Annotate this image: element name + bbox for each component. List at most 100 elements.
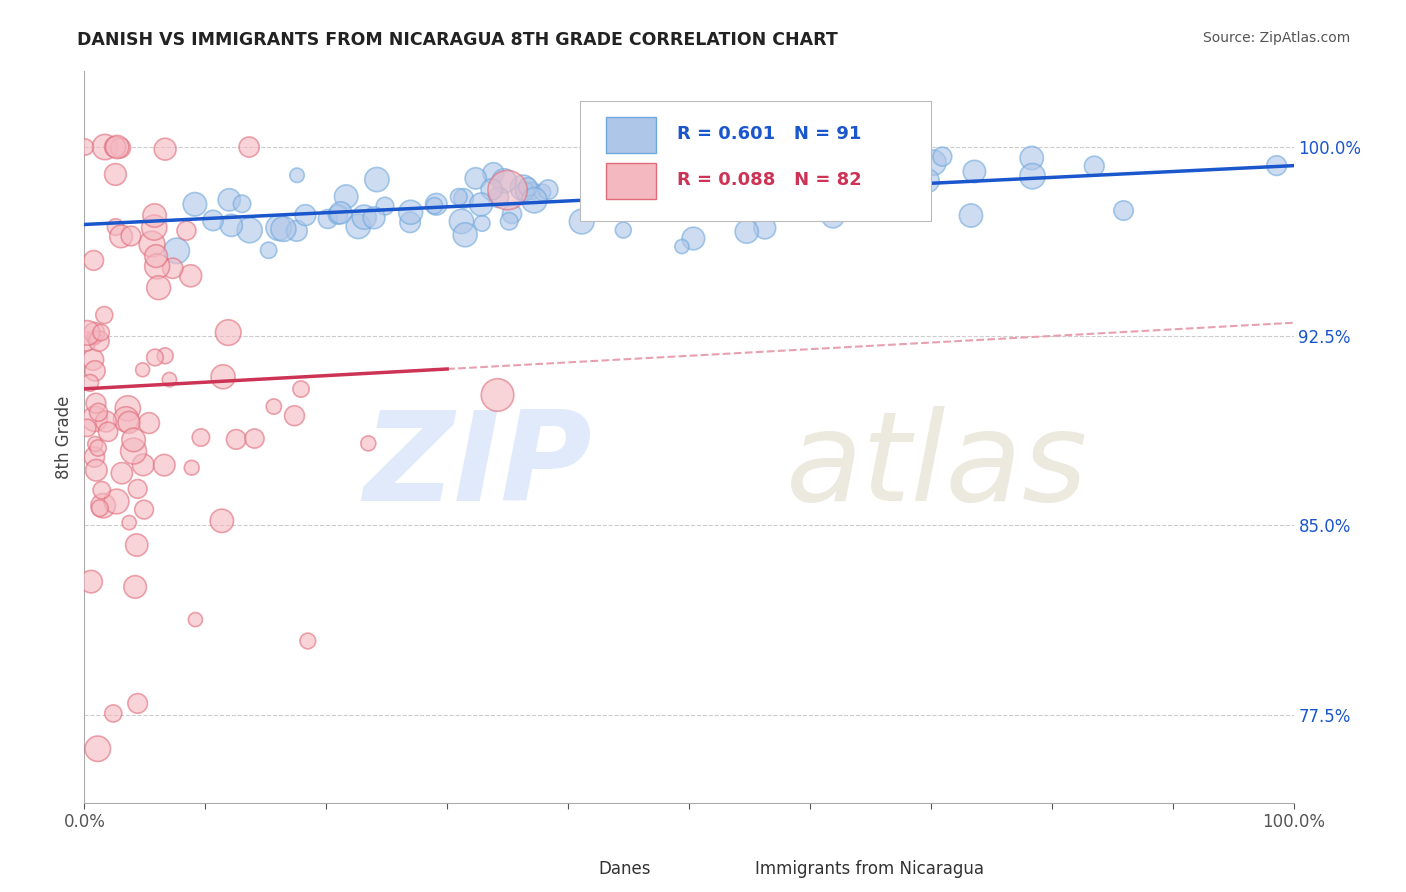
Point [481,182,503,196]
Point [1112,203,1135,218]
Point [153,142,176,156]
Text: DANISH VS IMMIGRANTS FROM NICARAGUA 8TH GRADE CORRELATION CHART: DANISH VS IMMIGRANTS FROM NICARAGUA 8TH … [77,31,838,49]
Point [718,195,741,210]
Point [353,210,375,224]
Point [180,268,202,283]
Point [79,376,101,390]
Point [297,634,319,648]
Point [138,416,160,430]
Point [450,214,472,228]
Point [366,172,388,186]
Point [516,180,538,194]
Point [903,178,925,193]
Point [610,196,633,211]
Point [686,191,709,205]
Point [839,185,862,199]
Point [470,197,492,211]
Point [75,140,97,154]
Point [118,416,141,430]
Point [110,229,132,244]
Point [425,197,447,211]
Point [115,412,138,426]
Point [718,178,741,192]
Point [571,214,593,228]
Point [143,220,166,235]
Point [131,363,153,377]
Point [225,433,247,447]
Point [221,219,243,233]
Point [285,169,308,183]
Point [316,212,339,227]
Point [218,193,240,207]
Point [111,466,134,480]
Y-axis label: 8th Grade: 8th Grade [55,395,73,479]
Point [585,198,607,212]
Point [399,205,422,219]
Point [217,326,239,340]
Point [482,166,505,180]
Point [97,425,120,439]
Point [876,179,898,194]
Text: atlas: atlas [786,406,1088,527]
Point [374,199,396,213]
Point [80,574,103,589]
Point [723,199,745,213]
Point [132,502,155,516]
Point [613,202,636,217]
Point [636,153,658,168]
Text: Danes: Danes [599,860,651,878]
Point [238,140,260,154]
Point [211,514,233,528]
Point [709,186,731,201]
Point [125,538,148,552]
Point [91,499,114,513]
Point [83,253,105,268]
Point [496,183,519,197]
Point [89,501,111,516]
Point [821,210,844,224]
Point [671,239,693,253]
Point [127,697,149,711]
Point [157,373,180,387]
Point [725,170,748,185]
Point [762,193,785,207]
Point [104,168,127,182]
Point [110,141,132,155]
Point [283,409,305,423]
FancyBboxPatch shape [606,163,657,199]
Point [690,161,713,176]
Point [76,334,98,349]
Point [93,308,115,322]
Point [638,168,661,182]
Point [858,195,880,210]
Point [239,223,262,237]
Point [454,227,477,242]
Point [654,181,676,195]
Point [335,189,357,203]
Point [818,169,841,184]
Point [127,482,149,496]
Point [153,458,176,472]
Point [122,444,145,458]
Point [90,326,112,340]
Text: Immigrants from Nicaragua: Immigrants from Nicaragua [755,860,984,878]
Point [202,213,225,227]
Point [87,334,110,348]
Point [94,415,117,429]
Point [682,231,704,245]
Point [243,432,266,446]
Point [257,244,280,258]
Point [512,181,534,195]
Point [453,191,475,205]
Point [145,249,167,263]
Point [162,261,184,276]
Point [329,206,352,220]
Point [83,450,105,464]
FancyBboxPatch shape [541,854,589,883]
Point [84,364,107,378]
Point [104,140,127,154]
Point [143,209,166,223]
Point [231,196,253,211]
Point [90,483,112,497]
Point [612,223,634,237]
